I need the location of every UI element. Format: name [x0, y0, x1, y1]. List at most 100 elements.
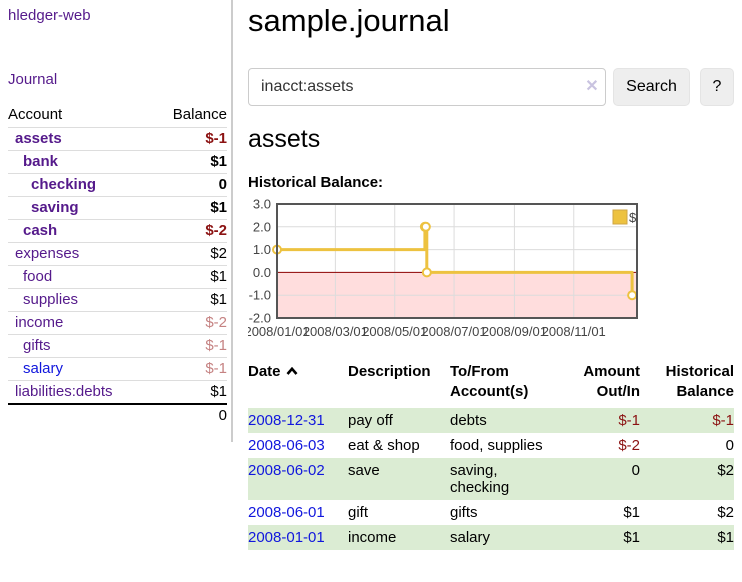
transaction-amount: $-2: [618, 437, 640, 454]
accounts-balance-table: Account Balance assets $-1 bank $1 check…: [8, 103, 227, 427]
transaction-accounts: debts: [450, 408, 554, 433]
transaction-amount: $1: [554, 525, 640, 550]
svg-text:0.0: 0.0: [253, 265, 271, 280]
svg-text:2008/11/01: 2008/11/01: [542, 324, 606, 339]
register-header-balance: Historical Balance: [665, 363, 734, 400]
account-row: supplies $1: [8, 288, 227, 312]
register-header-description: Description: [348, 363, 431, 380]
account-row: food $1: [8, 265, 227, 289]
account-link[interactable]: food: [23, 268, 53, 285]
account-link[interactable]: supplies: [23, 291, 79, 308]
transaction-balance: $1: [640, 525, 734, 550]
transaction-accounts: salary: [450, 525, 554, 550]
transaction-accounts: saving, checking: [450, 458, 554, 500]
chart-title: Historical Balance:: [248, 174, 384, 191]
account-row: income $-2: [8, 311, 227, 335]
search-input[interactable]: [248, 68, 606, 106]
register-row: 2008-06-01 gift gifts $1 $2: [248, 500, 734, 525]
account-row: gifts $-1: [8, 334, 227, 358]
transaction-accounts: gifts: [450, 504, 478, 521]
svg-text:2008/01/01: 2008/01/01: [248, 324, 310, 339]
account-balance: 0: [152, 173, 227, 197]
search-button[interactable]: Search: [613, 68, 690, 106]
register-header-amount: Amount Out/In: [583, 363, 640, 400]
account-balance: $1: [152, 196, 227, 220]
register-table: Date Description To/From Account(s) Amou…: [248, 360, 734, 550]
account-balance: $1: [152, 150, 227, 174]
account-row: liabilities:debts $1: [8, 380, 227, 404]
transaction-date-link[interactable]: 2008-06-02: [248, 462, 325, 479]
account-link[interactable]: gifts: [23, 337, 51, 354]
account-row: saving $1: [8, 196, 227, 220]
account-balance: $-1: [152, 334, 227, 358]
svg-text:2008/09/01: 2008/09/01: [482, 324, 547, 339]
register-row: 2008-12-31 pay off debts $-1 $-1: [248, 408, 734, 433]
account-balance: $1: [152, 380, 227, 404]
account-row: salary $-1: [8, 357, 227, 381]
account-balance: $1: [152, 288, 227, 312]
account-balance: $1: [152, 265, 227, 289]
svg-text:1.0: 1.0: [253, 242, 271, 257]
svg-text:2.0: 2.0: [253, 219, 271, 234]
sidebar-item-journal[interactable]: Journal: [8, 71, 58, 88]
account-link[interactable]: assets: [15, 130, 62, 147]
transaction-balance: $-1: [640, 408, 734, 433]
account-row: checking 0: [8, 173, 227, 197]
balance-column-header: Balance: [172, 106, 227, 123]
accounts-column-header: Account: [8, 106, 63, 123]
register-header-accounts: To/From Account(s): [450, 363, 529, 400]
transaction-description: save: [348, 458, 450, 500]
transaction-date-link[interactable]: 2008-12-31: [248, 412, 325, 429]
account-link[interactable]: income: [15, 314, 64, 331]
svg-text:3.0: 3.0: [253, 197, 271, 212]
sort-ascending-icon: [286, 362, 298, 382]
account-link[interactable]: salary: [23, 360, 64, 377]
account-heading: assets: [248, 125, 321, 153]
search-form: ✕ Search ?: [248, 68, 734, 106]
transaction-date-link[interactable]: 2008-01-01: [248, 529, 325, 546]
account-link[interactable]: checking: [31, 176, 97, 193]
register-header-date[interactable]: Date: [248, 360, 348, 408]
transaction-description: income: [348, 525, 450, 550]
transaction-date-link[interactable]: 2008-06-01: [248, 504, 325, 521]
clear-search-icon[interactable]: ✕: [585, 78, 599, 95]
account-balance: $-2: [152, 311, 227, 335]
account-row: cash $-2: [8, 219, 227, 243]
account-row: expenses $2: [8, 242, 227, 266]
transaction-balance: 0: [725, 437, 734, 454]
transaction-description: gift: [348, 504, 369, 521]
accounts-total-row: 0: [8, 403, 227, 427]
svg-text:$: $: [629, 210, 637, 225]
svg-text:2008/05/01: 2008/05/01: [362, 324, 427, 339]
help-button[interactable]: ?: [700, 68, 734, 106]
transaction-accounts: food, supplies: [450, 437, 543, 454]
account-link[interactable]: saving: [31, 199, 79, 216]
transaction-amount: $-1: [554, 408, 640, 433]
account-balance: $-1: [152, 357, 227, 381]
transaction-amount: 0: [554, 458, 640, 500]
historical-balance-chart: 3.0 2.0 1.0 0.0 -1.0 -2.0 2008/01/01 2008/03/01…: [248, 196, 734, 344]
transaction-amount: $1: [623, 504, 640, 521]
account-balance: $-2: [152, 219, 227, 243]
account-balance: $2: [152, 242, 227, 266]
transaction-description: eat & shop: [348, 437, 420, 454]
register-row: 2008-01-01 income salary $1 $1: [248, 525, 734, 550]
account-row: assets $-1: [8, 127, 227, 151]
account-link[interactable]: expenses: [15, 245, 80, 262]
svg-text:-2.0: -2.0: [249, 311, 271, 326]
transaction-balance: $2: [717, 504, 734, 521]
svg-text:-1.0: -1.0: [249, 288, 271, 303]
account-link[interactable]: liabilities:debts: [15, 383, 113, 400]
svg-text:2008/07/01: 2008/07/01: [422, 324, 487, 339]
account-link[interactable]: bank: [23, 153, 59, 170]
account-row: bank $1: [8, 150, 227, 174]
app-brand-link[interactable]: hledger-web: [8, 7, 91, 24]
account-balance: $-1: [152, 127, 227, 151]
account-link[interactable]: cash: [23, 222, 58, 239]
transaction-balance: $2: [640, 458, 734, 500]
register-row: 2008-06-03 eat & shop food, supplies $-2…: [248, 433, 734, 458]
register-row: 2008-06-02 save saving, checking 0 $2: [248, 458, 734, 500]
svg-text:2008/03/01: 2008/03/01: [303, 324, 368, 339]
main-content: sample.journal ✕ Search ? assets Histori…: [248, 0, 734, 582]
transaction-date-link[interactable]: 2008-06-03: [248, 437, 325, 454]
